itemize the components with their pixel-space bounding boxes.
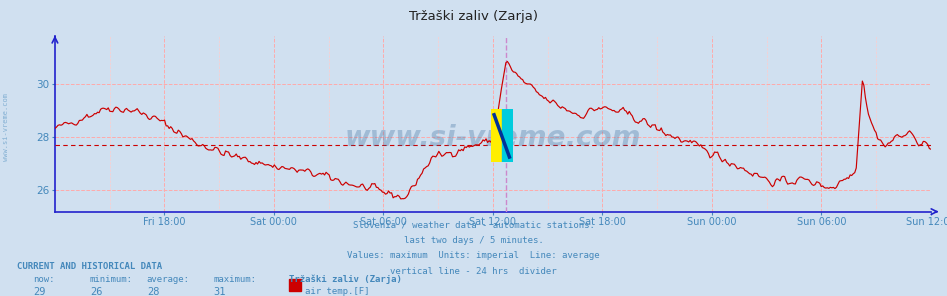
Text: 26: 26 — [90, 287, 102, 296]
Text: vertical line - 24 hrs  divider: vertical line - 24 hrs divider — [390, 267, 557, 276]
Text: 28: 28 — [147, 287, 159, 296]
Text: average:: average: — [147, 275, 189, 284]
Text: 29: 29 — [33, 287, 45, 296]
Text: Tržaški zaliv (Zarja): Tržaški zaliv (Zarja) — [409, 10, 538, 23]
Text: CURRENT AND HISTORICAL DATA: CURRENT AND HISTORICAL DATA — [17, 262, 162, 271]
Text: www.si-vreme.com: www.si-vreme.com — [345, 124, 641, 152]
Text: air temp.[F]: air temp.[F] — [305, 287, 369, 296]
Text: www.si-vreme.com: www.si-vreme.com — [3, 93, 9, 161]
Bar — [491, 110, 502, 162]
Text: Slovenia / weather data - automatic stations.: Slovenia / weather data - automatic stat… — [352, 221, 595, 229]
Text: Values: maximum  Units: imperial  Line: average: Values: maximum Units: imperial Line: av… — [348, 251, 599, 260]
Text: maximum:: maximum: — [213, 275, 256, 284]
Text: now:: now: — [33, 275, 55, 284]
Bar — [502, 110, 512, 162]
Text: Tržaški zaliv (Zarja): Tržaški zaliv (Zarja) — [289, 275, 402, 284]
Text: minimum:: minimum: — [90, 275, 133, 284]
Text: last two days / 5 minutes.: last two days / 5 minutes. — [403, 236, 544, 245]
Text: 31: 31 — [213, 287, 225, 296]
